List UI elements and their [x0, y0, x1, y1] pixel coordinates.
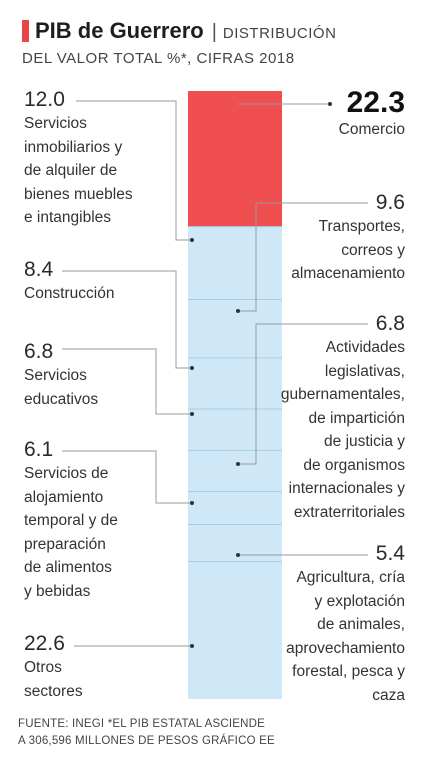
title-separator: |	[211, 21, 217, 43]
value-label: 6.8	[375, 312, 405, 335]
leader-line	[238, 323, 368, 465]
chart-header: PIB de Guerrero | DISTRIBUCIÓN DEL VALOR…	[22, 18, 422, 67]
leader-dot	[236, 553, 240, 557]
category-line: de impartición	[308, 409, 406, 427]
label-comercio: 22.3 Comercio	[255, 88, 405, 142]
category-line: bienes muebles	[24, 185, 133, 203]
category-line: extraterritoriales	[293, 503, 405, 521]
bar-segment-6	[188, 450, 282, 492]
category-line: de alquiler de	[24, 162, 118, 179]
label-inmobiliarios: 12.0 Servicios inmobiliarios y de alquil…	[24, 88, 184, 230]
value-label: 22.3	[346, 86, 405, 119]
category-line: y explotación	[314, 592, 405, 610]
bar-segment-7	[188, 491, 282, 525]
leader-dot	[190, 366, 194, 370]
value-label: 6.8	[24, 340, 54, 363]
value-label: 5.4	[375, 542, 405, 565]
category-line: sectores	[24, 682, 83, 700]
value-label: 12.0	[24, 88, 65, 111]
value-label: 8.4	[24, 258, 54, 281]
leader-dot	[190, 501, 194, 505]
category-line: Actividades	[325, 339, 405, 356]
category-line: Comercio	[338, 121, 405, 138]
chart-title: PIB de Guerrero	[35, 18, 204, 43]
leader-dot	[190, 238, 194, 242]
category-line: forestal, pesca y	[292, 663, 405, 680]
chart-subtitle: DEL VALOR TOTAL %*, CIFRAS 2018	[22, 50, 295, 67]
leader-line	[62, 270, 192, 369]
category-line: inmobiliarios y	[24, 138, 123, 156]
title-line: PIB de Guerrero | DISTRIBUCIÓN	[22, 18, 422, 44]
leader-line	[76, 100, 192, 241]
source-note-line: FUENTE: INEGI *EL PIB ESTATAL ASCIENDE	[18, 718, 266, 730]
category-line: legislativas,	[324, 362, 405, 380]
category-line: de organismos	[303, 456, 405, 474]
leader-dot	[190, 644, 194, 648]
leader-dot	[328, 102, 332, 106]
bar-segment-9	[188, 561, 282, 699]
category-line: alojamiento	[24, 488, 104, 506]
category-line: Servicios de	[24, 465, 109, 482]
label-construccion: 8.4 Construcción	[24, 258, 184, 306]
bar-segment-5	[188, 408, 282, 451]
category-line: caza	[372, 686, 405, 704]
category-line: y bebidas	[24, 582, 91, 600]
category-line: correos y	[341, 241, 405, 259]
bar-segment-3	[188, 299, 282, 358]
leader-line	[238, 202, 368, 312]
source-note-line: A 306,596 MILLONES DE PESOS GRÁFICO EE	[18, 735, 275, 747]
category-line: Agricultura, cría	[296, 569, 405, 586]
category-line: gubernamentales,	[280, 386, 405, 403]
label-otros: 22.6 Otros sectores	[24, 632, 184, 703]
category-line: de animales,	[317, 616, 405, 633]
category-line: Construcción	[24, 285, 115, 302]
category-line: Servicios	[24, 367, 87, 384]
leader-line	[62, 450, 192, 504]
category-line: aprovechamiento	[286, 639, 405, 657]
category-line: preparación	[24, 535, 106, 553]
chart-footer: FUENTE: INEGI *EL PIB ESTATAL ASCIENDE A…	[18, 716, 275, 750]
category-line: Otros	[24, 659, 62, 676]
category-line: de alimentos	[24, 559, 112, 576]
value-label: 9.6	[375, 191, 405, 214]
label-educativos: 6.8 Servicios educativos	[24, 340, 184, 411]
label-transportes: 9.6 Transportes, correos y almacenamient…	[255, 191, 405, 286]
leader-dot	[236, 309, 240, 313]
chart-title-rest: DISTRIBUCIÓN	[222, 25, 337, 42]
category-line: internacionales y	[288, 480, 405, 497]
bar-segment-2	[188, 226, 282, 300]
leader-dot	[236, 462, 240, 466]
bar-segment-1	[188, 91, 282, 227]
value-label: 22.6	[24, 632, 65, 655]
title-accent-bar	[22, 20, 29, 42]
label-actividades: 6.8 Actividades legislativas, gubernamen…	[255, 312, 405, 524]
label-agricultura: 5.4 Agricultura, cría y explotación de a…	[255, 542, 405, 707]
label-alojamiento: 6.1 Servicios de alojamiento temporal y …	[24, 438, 184, 603]
category-line: de justicia y	[324, 433, 405, 450]
category-line: educativos	[24, 390, 99, 408]
leader-dot	[190, 412, 194, 416]
bar-segment-4	[188, 357, 282, 409]
category-line: Transportes,	[318, 218, 405, 235]
category-line: almacenamiento	[291, 265, 405, 282]
value-label: 6.1	[24, 438, 54, 461]
category-line: e intangibles	[24, 209, 112, 226]
category-line: Servicios	[24, 115, 87, 132]
leader-line	[62, 348, 192, 415]
category-line: temporal y de	[24, 512, 118, 529]
